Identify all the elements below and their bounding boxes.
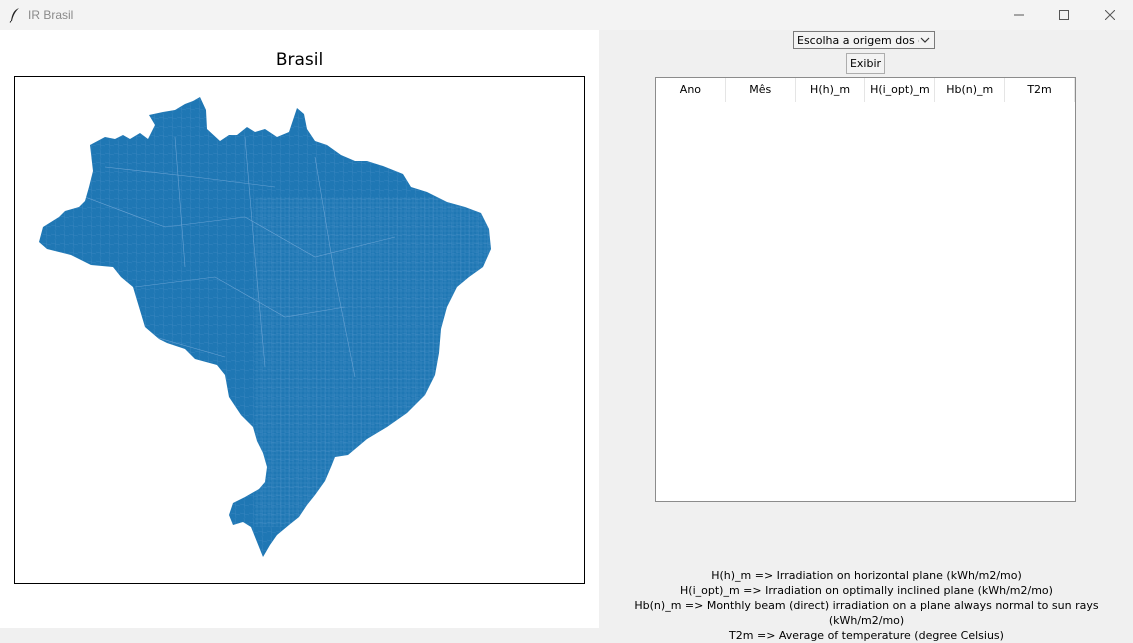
table-header: Ano Mês H(h)_m H(i_opt)_m Hb(n)_m T2m (656, 78, 1075, 102)
window-title: IR Brasil (28, 8, 73, 22)
close-button[interactable] (1087, 0, 1133, 30)
column-header-t2m[interactable]: T2m (1005, 78, 1075, 102)
variable-legend: H(h)_m => Irradiation on horizontal plan… (600, 568, 1133, 643)
legend-line: Hb(n)_m => Monthly beam (direct) irradia… (600, 598, 1133, 628)
show-button[interactable]: Exibir (846, 53, 885, 74)
minimize-icon (1014, 10, 1024, 20)
legend-line: H(h)_m => Irradiation on horizontal plan… (600, 568, 1133, 583)
column-header-hiopt-m[interactable]: H(i_opt)_m (865, 78, 935, 102)
column-header-hbn-m[interactable]: Hb(n)_m (935, 78, 1005, 102)
map-axes (14, 76, 585, 584)
chevron-down-icon (920, 35, 930, 45)
column-header-mes[interactable]: Mês (726, 78, 796, 102)
column-header-hh-m[interactable]: H(h)_m (796, 78, 866, 102)
legend-line: T2m => Average of temperature (degree Ce… (600, 628, 1133, 643)
minimize-button[interactable] (996, 0, 1042, 30)
maximize-button[interactable] (1041, 0, 1087, 30)
origin-select[interactable]: Escolha a origem dos d (793, 31, 935, 49)
figure-title: Brasil (0, 50, 599, 70)
map-figure: Brasil (0, 30, 599, 628)
data-table[interactable]: Ano Mês H(h)_m H(i_opt)_m Hb(n)_m T2m (655, 77, 1076, 502)
maximize-icon (1059, 10, 1069, 20)
brazil-map (15, 77, 584, 583)
origin-select-value: Escolha a origem dos d (797, 34, 919, 47)
column-header-ano[interactable]: Ano (656, 78, 726, 102)
window-titlebar: IR Brasil (0, 0, 1133, 30)
feather-icon (8, 7, 22, 23)
legend-line: H(i_opt)_m => Irradiation on optimally i… (600, 583, 1133, 598)
close-icon (1105, 10, 1115, 20)
